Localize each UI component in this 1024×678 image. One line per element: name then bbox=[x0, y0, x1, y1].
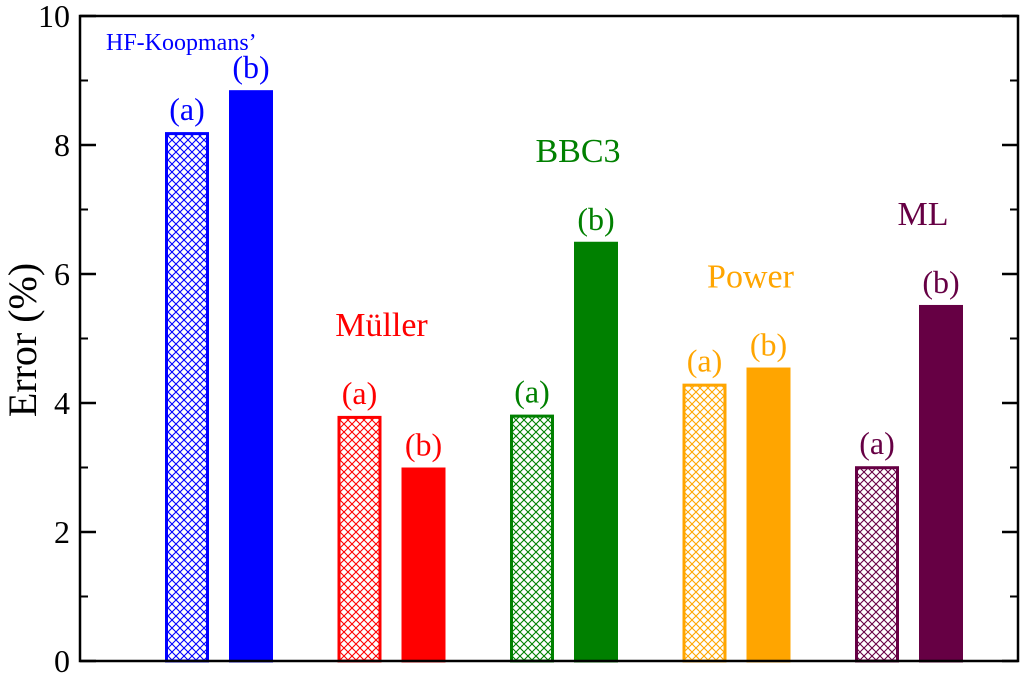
bar-power-a bbox=[682, 383, 727, 663]
bar-bbc3-a bbox=[510, 414, 554, 663]
y-tick-label: 2 bbox=[54, 514, 70, 550]
group-name-power: Power bbox=[707, 259, 795, 296]
bar-ml-a bbox=[855, 466, 899, 663]
group-name-bbc3: BBC3 bbox=[535, 133, 620, 170]
bar-label-ml-b: (b) bbox=[922, 264, 959, 300]
y-axis-label: Error (%) bbox=[0, 263, 45, 417]
bar-label-bbc3-b: (b) bbox=[577, 201, 614, 237]
bar-bbc3-b bbox=[574, 241, 618, 663]
group-name-mu-ller: Müller bbox=[335, 307, 428, 344]
bar-label-hf-koopmans-a: (a) bbox=[169, 91, 205, 127]
y-tick-label: 10 bbox=[38, 0, 70, 34]
axes-layer: 0 2 4 6 8 10 bbox=[38, 0, 1020, 678]
bar-label-ml-a: (a) bbox=[859, 425, 895, 461]
y-tick-label: 8 bbox=[54, 127, 70, 163]
bar-mu-ller-b bbox=[401, 467, 446, 663]
y-tick-label: 6 bbox=[54, 256, 70, 292]
bar-label-mu-ller-a: (a) bbox=[342, 375, 378, 411]
bar-hf-koopmans-b bbox=[229, 90, 273, 663]
bar-label-bbc3-a: (a) bbox=[514, 374, 550, 410]
bar-hf-koopmans-a bbox=[165, 132, 209, 663]
y-tick-label: 4 bbox=[54, 385, 70, 421]
bar-mu-ller-a bbox=[337, 415, 382, 663]
group-name-ml: ML bbox=[898, 196, 949, 233]
bar-power-b bbox=[746, 367, 791, 663]
bar-label-power-b: (b) bbox=[750, 327, 787, 363]
bar-label-power-a: (a) bbox=[687, 343, 723, 379]
bar-label-mu-ller-b: (b) bbox=[405, 427, 442, 463]
group-name-hf-koopmans: HF-Koopmans’ bbox=[106, 30, 257, 56]
y-tick-label: 0 bbox=[54, 643, 70, 678]
labels-layer: (a)(b)HF-Koopmans’(a)(b)Müller(a)(b)BBC3… bbox=[106, 30, 960, 462]
bars-layer bbox=[165, 90, 963, 663]
bar-ml-b bbox=[919, 304, 963, 663]
bar-label-hf-koopmans-b: (b) bbox=[232, 49, 269, 85]
